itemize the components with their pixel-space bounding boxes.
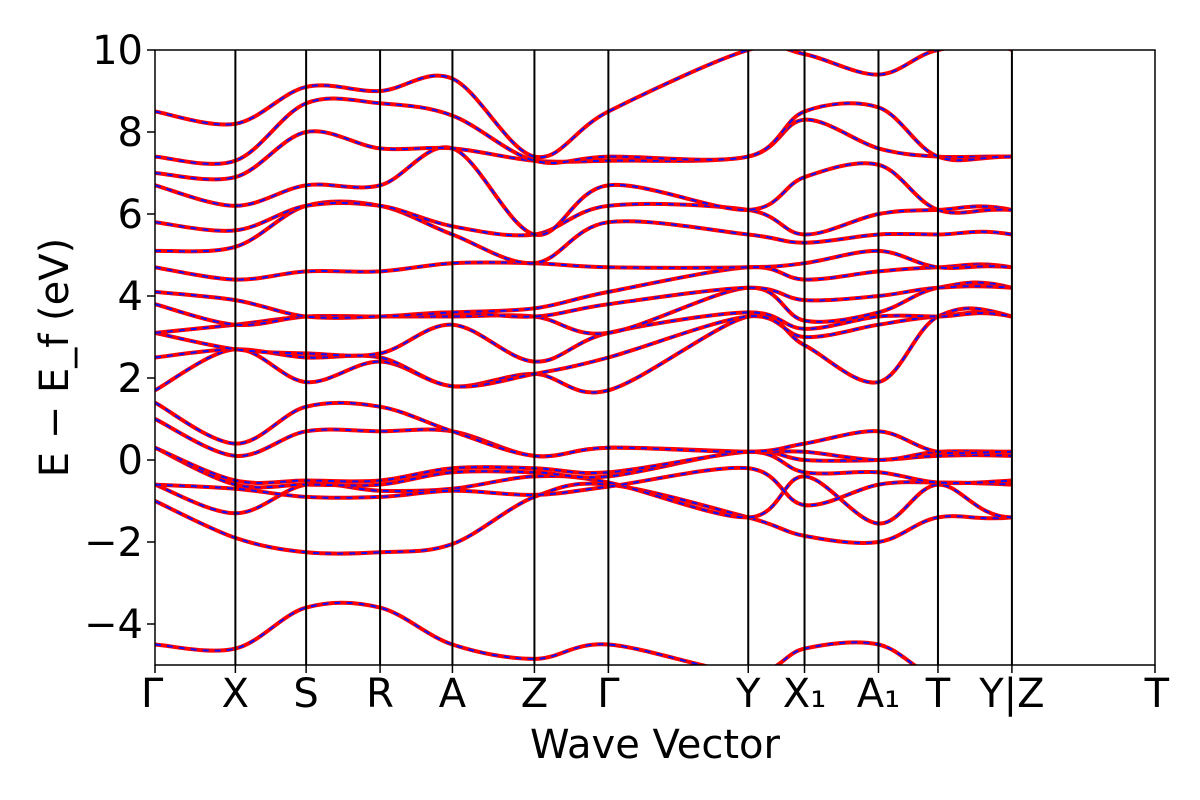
band-line-9 — [155, 310, 1013, 389]
band-line-14 — [155, 248, 1013, 282]
band-line-dashed-3 — [155, 466, 1012, 507]
y-tick-label: 2 — [118, 356, 143, 402]
x-tick-label: X — [222, 671, 249, 717]
x-tick-label: T — [1144, 671, 1170, 717]
x-axis-title: Wave Vector — [530, 722, 781, 768]
y-tick-label: 0 — [118, 438, 143, 484]
y-tick-label: 10 — [92, 28, 143, 74]
x-tick-label: Γ — [141, 671, 164, 717]
y-tick-label: 6 — [118, 192, 143, 238]
band-line-dashed-19 — [155, 97, 1012, 165]
band-line-dashed-4 — [155, 446, 1012, 489]
y-axis-title: E − E_f (eV) — [32, 238, 78, 477]
band-line-dashed-12 — [155, 285, 1012, 327]
band-line-0 — [155, 600, 918, 665]
band-line-20 — [155, 50, 1012, 160]
band-line-6 — [155, 417, 1012, 463]
y-tick-label: 8 — [118, 110, 143, 156]
band-line-dashed-0 — [155, 601, 916, 665]
x-ticks-layer: Γ X S R A Z Γ Y X₁ A₁ T Y|Z T — [141, 665, 1170, 717]
x-tick-label: A₁ — [857, 671, 900, 717]
x-tick-label: A — [439, 671, 467, 717]
y-ticks-layer: −4 −2 0 2 4 6 8 10 — [84, 28, 155, 648]
band-line-7 — [155, 400, 1012, 459]
x-tick-label: S — [293, 671, 318, 717]
y-tick-label: 4 — [118, 274, 143, 320]
x-tick-label: Z — [521, 671, 548, 717]
x-tick-label: Y|Z — [978, 671, 1044, 717]
plot-frame — [154, 49, 1156, 666]
x-tick-label: T — [925, 671, 951, 717]
x-tick-label: Γ — [597, 671, 620, 717]
band-line-dashed-10 — [155, 311, 1013, 363]
band-line-dashed-7 — [155, 401, 1012, 458]
band-line-dashed-20 — [155, 50, 1012, 159]
y-tick-label: −4 — [84, 602, 143, 648]
bands-layer — [155, 50, 1013, 665]
x-tick-label: X₁ — [783, 671, 826, 717]
kpath-lines-layer — [234, 50, 1013, 665]
x-tick-label: Y — [735, 671, 761, 717]
x-tick-label: R — [366, 671, 394, 717]
band-line-12 — [155, 284, 1013, 328]
y-tick-label: −2 — [84, 520, 143, 566]
